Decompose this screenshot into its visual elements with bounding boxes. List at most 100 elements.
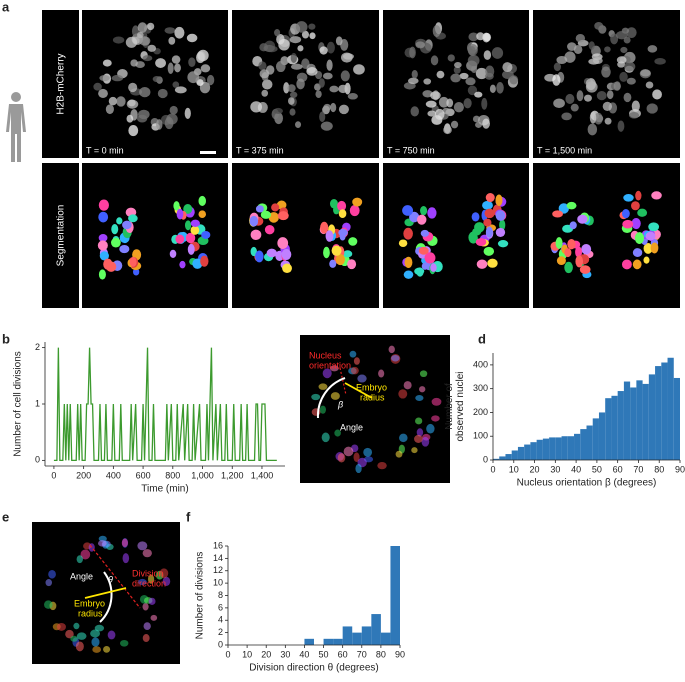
segmented-nucleus: [475, 238, 487, 247]
segmented-nucleus: [175, 234, 185, 244]
histogram-bar: [499, 456, 506, 460]
histogram-bar: [567, 436, 575, 460]
x-tick-label: 0: [51, 470, 56, 480]
segmented-nucleus: [579, 265, 591, 274]
nucleus-blob: [576, 90, 584, 102]
nucleus-blob: [142, 55, 153, 62]
nucleus-blob: [432, 25, 441, 37]
histogram-bar: [561, 436, 568, 460]
histogram-bar: [524, 444, 531, 460]
nucleus-blob: [125, 36, 138, 48]
nucleus-blob: [575, 34, 586, 43]
nucleus-blob: [143, 622, 151, 630]
nucleus-blob: [419, 386, 426, 393]
segmented-nucleus: [338, 228, 348, 237]
nucleus-blob: [434, 108, 445, 120]
row-label: H2B-mCherry: [56, 53, 67, 114]
nucleus-blob: [289, 108, 296, 116]
segmented-nucleus: [403, 227, 413, 240]
nucleus-blob: [431, 415, 440, 422]
segmented-nucleus: [268, 212, 279, 223]
nucleus-blob: [207, 74, 215, 86]
c-radius: radius: [360, 392, 385, 402]
time-label: T = 0 min: [86, 145, 124, 155]
nucleus-blob: [147, 22, 155, 31]
segmented-nucleus: [198, 195, 207, 206]
nucleus-blob: [265, 45, 278, 53]
nucleus-blob: [301, 30, 310, 39]
nucleus-blob: [90, 629, 100, 638]
segmented-nucleus: [402, 205, 414, 216]
nucleus-blob: [414, 434, 423, 443]
nucleus-blob: [353, 357, 360, 365]
nucleus-blob: [594, 21, 604, 30]
histogram-bar: [623, 381, 631, 460]
nucleus-blob: [200, 64, 211, 73]
x-tick-label: 50: [319, 649, 329, 659]
segmented-nucleus: [468, 233, 478, 244]
segmented-nucleus: [403, 270, 414, 279]
nucleus-blob: [624, 61, 636, 72]
nucleus-blob: [295, 121, 302, 129]
y-tick-label: 16: [213, 540, 223, 550]
nucleus-blob: [340, 70, 350, 82]
nucleus-blob: [315, 90, 322, 98]
nucleus-blob: [283, 82, 290, 94]
angle-arc: [99, 571, 113, 623]
nucleus-blob: [565, 93, 575, 105]
segmented-nucleus: [173, 201, 180, 211]
segmented-nucleus: [337, 200, 347, 212]
nucleus-blob: [306, 67, 318, 76]
x-tick-label: 60: [613, 464, 623, 474]
nucleus-blob: [616, 56, 627, 64]
nucleus-blob: [330, 102, 337, 113]
segmented-nucleus: [421, 262, 429, 270]
segmented-nucleus: [320, 221, 329, 234]
nucleus-blob: [338, 104, 349, 115]
time-label: T = 1,500 min: [537, 145, 592, 155]
nucleus-blob: [128, 124, 139, 137]
nucleus-blob: [136, 31, 144, 39]
histogram-bar: [536, 439, 543, 460]
nucleus-blob: [273, 107, 283, 114]
segmented-nucleus: [250, 229, 262, 240]
nucleus-blob: [167, 62, 174, 75]
nucleus-blob: [136, 114, 148, 123]
segmented-nucleus: [99, 251, 109, 261]
segmented-nucleus: [499, 219, 506, 231]
x-tick-label: 20: [530, 464, 540, 474]
nucleus-blob: [553, 62, 561, 72]
x-axis-title: Nucleus orientation β (degrees): [517, 478, 657, 489]
nucleus-blob: [172, 81, 180, 88]
nucleus-blob: [276, 33, 285, 45]
nucleus-blob: [169, 105, 178, 115]
nucleus-blob: [596, 91, 607, 101]
nucleus-blob: [459, 72, 469, 80]
nucleus-blob: [112, 36, 125, 44]
nucleus-blob: [350, 366, 359, 375]
nucleus-blob: [335, 36, 343, 46]
histogram-bar: [380, 632, 391, 645]
segmented-nucleus: [650, 242, 659, 254]
nucleus-blob: [410, 106, 419, 117]
nucleus-blob: [116, 96, 126, 107]
nucleus-blob: [166, 113, 178, 125]
nucleus-blob: [98, 88, 108, 98]
nucleus-blob: [430, 55, 439, 66]
nucleus-blob: [111, 74, 124, 82]
nucleus-blob: [416, 428, 424, 437]
x-tick-label: 30: [280, 649, 290, 659]
nucleus-blob: [76, 632, 87, 640]
segmented-nucleus: [323, 246, 330, 259]
nucleus-blob: [403, 381, 412, 390]
nucleus-blob: [585, 79, 594, 86]
segmented-nucleus: [119, 244, 130, 254]
segmented-nucleus: [418, 246, 429, 255]
row-label-box: [42, 10, 79, 158]
segmented-nucleus: [169, 249, 177, 258]
nucleus-blob: [349, 350, 357, 358]
nucleus-blob: [120, 639, 129, 647]
nucleus-blob: [573, 44, 583, 54]
segmented-nucleus: [342, 250, 353, 258]
nucleus-blob: [130, 59, 138, 67]
